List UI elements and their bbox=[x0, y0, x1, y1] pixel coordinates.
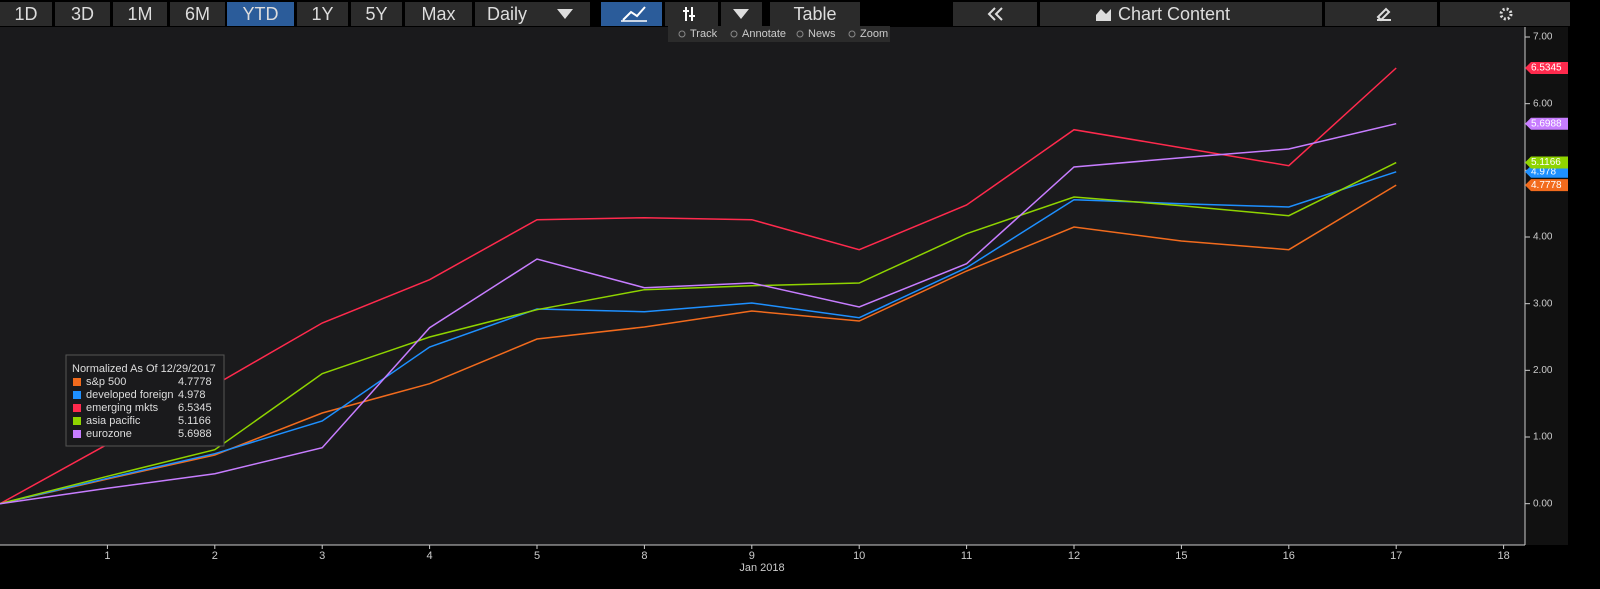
value-tag bbox=[1525, 179, 1568, 192]
bar-icon bbox=[683, 7, 695, 21]
legend-value: 5.6988 bbox=[178, 428, 212, 440]
toolbar: 1D 3D 1M 6M YTD 1Y 5Y Max Daily Table Chart Conten… bbox=[0, 2, 1570, 26]
y-tick-label: 4.00 bbox=[1533, 232, 1553, 243]
line-chart-icon bbox=[622, 6, 646, 21]
toolbar-button[interactable] bbox=[227, 2, 294, 26]
toolbar-button[interactable] bbox=[170, 2, 225, 26]
legend-label: developed foreign bbox=[86, 389, 173, 401]
tool-button[interactable]: News bbox=[808, 28, 836, 40]
series-line bbox=[0, 171, 1397, 505]
x-tick-label: 11 bbox=[961, 550, 972, 562]
toolbar-button-label: YTD bbox=[243, 4, 279, 24]
value-tag-label: 4.978 bbox=[1531, 166, 1556, 177]
x-tick-label: 9 bbox=[749, 550, 755, 562]
dropdown-arrow[interactable] bbox=[557, 9, 573, 19]
tool-icon bbox=[730, 30, 738, 38]
x-tick-label: 15 bbox=[1175, 550, 1187, 562]
legend-swatch bbox=[73, 417, 81, 425]
series-line bbox=[0, 67, 1397, 505]
toolbar-button[interactable] bbox=[113, 2, 167, 26]
toolbar-button-label: Daily bbox=[487, 4, 527, 24]
toolbar-button[interactable] bbox=[770, 2, 860, 26]
dropdown-arrow[interactable] bbox=[733, 9, 749, 19]
tool-icon bbox=[848, 30, 856, 38]
legend-value: 6.5345 bbox=[178, 402, 212, 414]
x-tick-label: 16 bbox=[1283, 550, 1295, 562]
value-tag-label: 5.6988 bbox=[1531, 118, 1562, 129]
legend-swatch bbox=[73, 404, 81, 412]
x-tick-label: 17 bbox=[1390, 550, 1402, 562]
y-tick-label: 6.00 bbox=[1533, 98, 1553, 109]
legend-value: 4.7778 bbox=[178, 376, 212, 388]
legend-value: 5.1166 bbox=[178, 415, 211, 427]
y-tick-label: 0.00 bbox=[1533, 498, 1553, 509]
tool-icon bbox=[678, 30, 686, 38]
toolbar-button-label: 1Y bbox=[311, 4, 333, 24]
tools-strip bbox=[668, 26, 890, 42]
tool-button[interactable]: Zoom bbox=[860, 28, 888, 40]
legend-box bbox=[65, 354, 225, 447]
toolbar-button-label: 6M bbox=[185, 4, 210, 24]
toolbar-button-label: Max bbox=[421, 4, 455, 24]
collapse-icon[interactable] bbox=[987, 7, 1003, 21]
edit-icon[interactable] bbox=[1376, 7, 1391, 22]
legend-label: eurozone bbox=[86, 428, 132, 440]
axis-area bbox=[1525, 27, 1568, 545]
toolbar-button[interactable] bbox=[351, 2, 402, 26]
x-tick-label: 5 bbox=[534, 550, 540, 562]
value-tag bbox=[1525, 165, 1568, 178]
value-tag bbox=[1525, 62, 1568, 75]
y-tick-label: 1.00 bbox=[1533, 432, 1553, 443]
toolbar-button[interactable] bbox=[297, 2, 348, 26]
x-tick-label: 8 bbox=[641, 550, 647, 562]
legend-label: s&p 500 bbox=[86, 376, 126, 388]
settings-icon[interactable] bbox=[1499, 7, 1513, 21]
legend-label: emerging mkts bbox=[86, 402, 159, 414]
y-tick-label: 3.00 bbox=[1533, 298, 1553, 309]
legend-swatch bbox=[73, 391, 81, 399]
x-tick-label: 3 bbox=[319, 550, 325, 562]
legend-swatch bbox=[73, 430, 81, 438]
toolbar-button-label: 1D bbox=[14, 4, 37, 24]
toolbar-button[interactable] bbox=[55, 2, 110, 26]
series-line bbox=[0, 161, 1397, 505]
tool-button[interactable]: Track bbox=[690, 28, 718, 40]
y-tick-label: 2.00 bbox=[1533, 365, 1553, 376]
toolbar-button[interactable] bbox=[475, 2, 590, 26]
value-tag-label: 5.1166 bbox=[1531, 157, 1561, 168]
value-tag bbox=[1525, 156, 1568, 169]
toolbar-button-label: 5Y bbox=[365, 4, 387, 24]
tool-button[interactable]: Annotate bbox=[742, 28, 786, 40]
legend-swatch bbox=[73, 378, 81, 386]
toolbar-button[interactable] bbox=[0, 2, 52, 26]
legend: Normalized As Of 12/29/2017 s&p 500 4.777… bbox=[65, 354, 225, 447]
chart-content-icon bbox=[1096, 9, 1111, 21]
toolbar-button-label: Table bbox=[793, 4, 836, 24]
toolbar-button-label: Chart Content bbox=[1118, 4, 1230, 24]
toolbar-button[interactable] bbox=[601, 2, 662, 26]
value-tag-label: 4.7778 bbox=[1531, 180, 1562, 191]
x-tick-label: 2 bbox=[212, 550, 218, 562]
tool-icon bbox=[796, 30, 804, 38]
series-line bbox=[0, 122, 1397, 505]
legend-title: Normalized As Of 12/29/2017 bbox=[72, 363, 216, 375]
x-tick-label: 1 bbox=[104, 550, 110, 562]
toolbar-button[interactable] bbox=[1040, 2, 1322, 26]
x-tick-label: 10 bbox=[853, 550, 865, 562]
x-axis-label: Jan 2018 bbox=[739, 562, 784, 574]
y-tick-label: 7.00 bbox=[1533, 32, 1553, 43]
toolbar-button-label: 1M bbox=[127, 4, 152, 24]
value-tag-label: 6.5345 bbox=[1531, 63, 1562, 74]
value-tag bbox=[1525, 117, 1568, 130]
legend-value: 4.978 bbox=[178, 389, 206, 401]
x-tick-label: 4 bbox=[427, 550, 433, 562]
x-tick-label: 18 bbox=[1497, 550, 1509, 562]
x-tick-label: 12 bbox=[1068, 550, 1080, 562]
legend-label: asia pacific bbox=[86, 415, 141, 427]
toolbar-button[interactable] bbox=[1440, 2, 1570, 26]
toolbar-button-label: 3D bbox=[71, 4, 94, 24]
toolbar-button[interactable] bbox=[405, 2, 472, 26]
